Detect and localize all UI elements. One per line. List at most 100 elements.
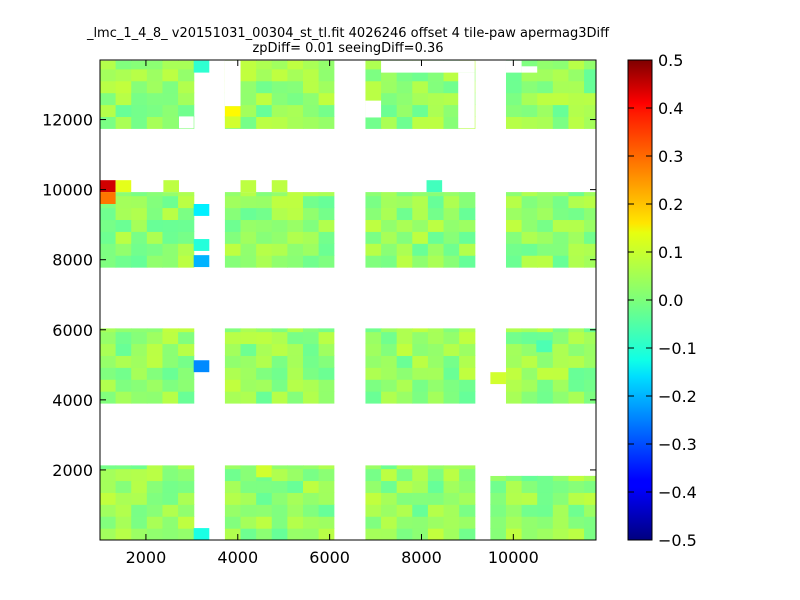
heatmap-cell [490,504,507,517]
heatmap-cell [412,516,429,529]
heatmap-cell [537,60,554,70]
heatmap-cell [568,328,585,333]
heatmap-cell [568,192,585,197]
heatmap-cell [287,104,304,118]
heatmap-cell [443,468,460,482]
heatmap-cell [381,243,398,256]
heatmap-cell [568,475,585,482]
colorbar-tick-label: 0.3 [658,147,683,166]
heatmap-cell [396,379,413,392]
heatmap-cell [318,104,335,118]
heatmap-cell [521,391,538,404]
heatmap-cell [318,528,335,540]
heatmap-cell [427,465,445,470]
heatmap-cell [178,60,195,70]
heatmap-cell [271,207,288,221]
heatmap-cell [240,219,257,232]
heatmap-cell [178,516,195,529]
heatmap-cell [537,68,554,82]
heatmap-cell [459,219,476,232]
heatmap-cell [224,331,242,345]
heatmap-cell [131,104,148,118]
heatmap-cell [412,207,429,221]
heatmap-cell [131,355,148,368]
heatmap-cell [318,379,335,392]
heatmap-cell [131,116,148,129]
heatmap-cell [505,231,523,244]
detector-tile [100,60,195,129]
detector-tile [490,475,596,540]
heatmap-cell [537,195,554,209]
heatmap-cell [381,195,398,209]
heatmap-cell [443,504,460,517]
heatmap-cell [521,192,538,197]
heatmap-cell [256,504,273,517]
heatmap-cell [271,195,288,209]
heatmap-cell [365,195,382,209]
y-tick-label: 10000 [42,181,93,200]
detector-tile [224,465,335,540]
heatmap-cell [396,355,413,368]
heatmap-cell [505,192,523,197]
heatmap-cell [302,68,320,82]
heatmap-cell [505,80,523,94]
heatmap-cell [287,231,304,244]
heatmap-cell [224,367,242,380]
x-tick-label: 4000 [217,548,258,567]
heatmap-cell [521,480,538,493]
heatmap-cell [584,480,596,493]
heatmap-cell [365,528,382,540]
heatmap-cell [443,331,460,345]
empty-cell [224,60,241,107]
heatmap-cell [287,355,304,368]
heatmap-cell [115,331,132,345]
heatmap-cell [178,343,195,356]
heatmap-cell [178,504,195,517]
heatmap-cell [412,492,429,505]
heatmap-cell [240,68,257,82]
heatmap-cell [505,379,523,392]
heatmap-cell [318,92,335,106]
detector-tile [224,60,335,129]
heatmap-cell [427,528,445,540]
heatmap-cell [365,192,382,197]
heatmap-cell [396,516,413,529]
y-tick-label: 8000 [52,251,93,270]
heatmap-cell [396,465,413,470]
heatmap-cell [224,516,242,529]
heatmap-cell [115,80,132,94]
heatmap-cell [146,328,164,333]
empty-cell [381,60,475,73]
heatmap-cell [443,492,460,505]
heatmap-cell-outlier [224,106,241,119]
heatmap-cell-outlier [240,180,257,193]
heatmap-cell [505,207,523,221]
heatmap-cell [256,192,273,197]
heatmap-cell [131,379,148,392]
heatmap-cell [162,255,179,268]
heatmap-cell [146,195,164,209]
heatmap-cell [584,219,596,232]
heatmap-cell [162,355,179,368]
heatmap-cell [412,528,429,540]
heatmap-cell [584,492,596,505]
heatmap-cell [240,60,257,70]
heatmap-cell [100,516,117,529]
empty-cell [490,465,506,476]
heatmap-cell [505,331,523,345]
heatmap-cell [537,367,554,380]
heatmap-cell [584,475,596,482]
heatmap-cell [584,231,596,244]
heatmap-cell [318,60,335,70]
heatmap-cell [115,231,132,244]
heatmap-cell [131,255,148,268]
detector-tile [505,192,596,268]
heatmap-cell [568,195,585,209]
heatmap-cell [459,255,476,268]
heatmap-cell [271,343,288,356]
heatmap-cell [427,328,445,333]
empty-cell [178,116,194,129]
heatmap-cell [505,528,523,540]
heatmap-cell [287,343,304,356]
heatmap-cell [584,331,596,345]
